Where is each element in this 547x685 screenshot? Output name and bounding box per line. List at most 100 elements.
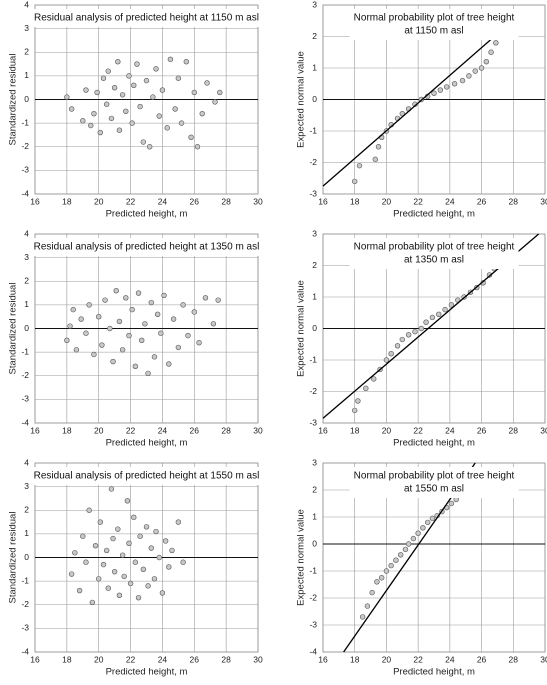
data-point — [142, 321, 148, 327]
y-tick-label: 0 — [312, 94, 317, 104]
y-tick-label: 3 — [24, 252, 29, 262]
x-tick-label: 24 — [445, 196, 455, 206]
chart-title: Residual analysis of predicted height at… — [34, 13, 259, 24]
data-point — [399, 336, 405, 343]
data-point — [91, 351, 97, 358]
data-point — [424, 519, 431, 526]
data-point — [374, 579, 380, 585]
data-point — [96, 576, 102, 582]
data-point — [99, 342, 105, 348]
data-point — [64, 94, 70, 100]
x-tick-label: 20 — [382, 425, 392, 435]
panel: 16 18 20 22 24 26 28 30 -4 -3 -2 -1 0 1 2 3 4 Predicted h… — [8, 457, 264, 678]
y-tick-label: -4 — [21, 646, 29, 656]
data-point — [355, 398, 361, 404]
data-point — [137, 103, 143, 110]
data-point — [159, 87, 166, 93]
y-tick-label: 1 — [312, 511, 317, 521]
y-tick-label: -1 — [309, 354, 317, 364]
data-point — [410, 535, 417, 542]
y-tick-label: -3 — [21, 623, 29, 633]
data-point — [107, 325, 113, 332]
data-point — [210, 321, 217, 327]
x-tick-label: 20 — [94, 425, 104, 435]
data-point — [83, 330, 89, 336]
data-point — [191, 89, 197, 96]
data-point — [124, 498, 131, 504]
data-point — [175, 344, 182, 351]
x-tick-label: 26 — [190, 196, 200, 206]
data-point — [153, 528, 159, 535]
x-tick-label: 28 — [221, 196, 231, 206]
data-point — [375, 144, 382, 150]
x-tick-label: 30 — [540, 654, 547, 664]
data-point — [191, 309, 197, 315]
x-axis-label: Predicted height, m — [106, 667, 188, 678]
data-point — [72, 550, 78, 556]
data-point — [154, 311, 161, 318]
x-tick-label: 20 — [382, 196, 392, 206]
x-tick-label: 20 — [382, 654, 392, 664]
data-point — [383, 357, 390, 363]
data-point — [78, 316, 84, 322]
data-point — [111, 568, 118, 575]
data-point — [113, 288, 119, 294]
title-box: Residual analysis of predicted height at… — [29, 467, 264, 485]
data-point — [158, 330, 164, 336]
data-point — [83, 559, 89, 565]
x-tick-label: 24 — [158, 425, 168, 435]
y-tick-label: -2 — [309, 157, 317, 167]
y-tick-label: -3 — [21, 165, 29, 175]
x-tick-label: 28 — [509, 425, 519, 435]
data-point — [161, 292, 167, 299]
data-point — [483, 58, 490, 65]
title-background — [29, 467, 264, 485]
x-tick-label: 20 — [94, 196, 104, 206]
y-axis-label: Standardized residual — [8, 54, 19, 146]
data-point — [352, 178, 358, 185]
y-axis-label: Standardized residual — [8, 283, 19, 375]
data-point — [170, 316, 177, 322]
data-point — [100, 561, 107, 568]
y-tick-label: -1 — [309, 125, 317, 135]
data-point — [126, 332, 132, 339]
data-point — [150, 94, 156, 100]
data-point — [76, 587, 83, 594]
data-point — [398, 552, 404, 558]
data-point — [119, 552, 126, 558]
x-axis-label: Predicted height, m — [393, 438, 475, 449]
x-tick-label: 30 — [540, 196, 547, 206]
data-point — [167, 56, 174, 63]
y-tick-label: 0 — [24, 552, 29, 562]
data-point — [148, 545, 154, 551]
data-point — [199, 110, 205, 117]
x-tick-label: 16 — [30, 654, 40, 664]
y-tick-label: 2 — [312, 484, 317, 494]
fit-line — [322, 24, 508, 187]
data-point — [442, 306, 448, 313]
data-point — [143, 524, 150, 530]
data-point — [369, 589, 375, 596]
panel: 16 18 20 22 24 26 28 30 -3 -2 -1 0 1 2 3 Predicted heig… — [296, 0, 547, 220]
data-point — [116, 127, 123, 133]
y-tick-label: -1 — [21, 117, 29, 127]
x-tick-label: 26 — [190, 654, 200, 664]
data-point — [217, 89, 223, 96]
chart-title: Residual analysis of predicted height at… — [34, 242, 260, 253]
data-point — [83, 87, 89, 93]
y-tick-label: 2 — [24, 505, 29, 515]
data-point — [92, 542, 99, 549]
data-point — [151, 354, 158, 360]
data-point — [166, 361, 172, 367]
x-tick-label: 22 — [126, 196, 136, 206]
data-point — [123, 108, 129, 115]
data-point — [119, 347, 126, 353]
data-point — [180, 302, 186, 308]
y-tick-label: 3 — [312, 457, 317, 467]
y-tick-label: 1 — [24, 70, 29, 80]
chart-title: Normal probability plot of tree height — [354, 13, 515, 24]
data-point — [70, 306, 76, 313]
x-tick-label: 22 — [413, 425, 423, 435]
data-point — [378, 575, 385, 581]
x-tick-label: 18 — [350, 654, 360, 664]
